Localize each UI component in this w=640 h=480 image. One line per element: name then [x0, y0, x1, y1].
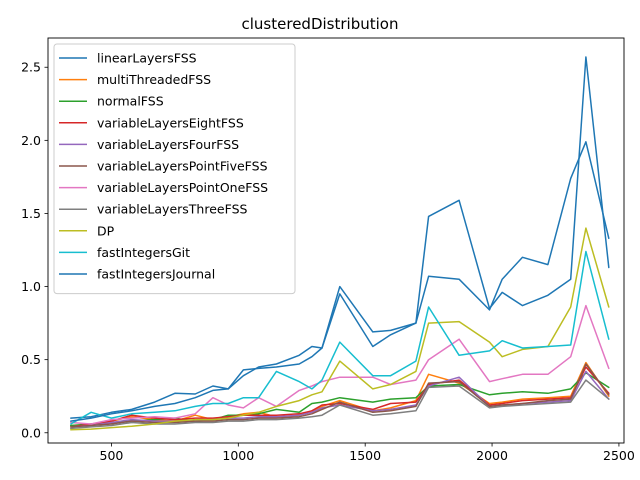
legend-label: variableLayersPointFiveFSS [97, 159, 268, 174]
legend-label: linearLayersFSS [97, 51, 197, 66]
y-axis: 0.0 0.5 1.0 1.5 2.0 2.5 [21, 60, 48, 440]
y-tick-label: 0.0 [21, 425, 41, 440]
series-line-1 [70, 361, 610, 427]
x-tick-label: 1500 [349, 448, 381, 463]
legend-label: variableLayersPointOneFSS [97, 180, 268, 195]
y-tick-label: 1.0 [21, 279, 41, 294]
legend-label: fastIntegersJournal [97, 267, 215, 282]
legend-label: variableLayersThreeFSS [97, 202, 247, 217]
plot-area [70, 56, 610, 431]
legend-label: normalFSS [97, 94, 164, 109]
legend-label: variableLayersFourFSS [97, 137, 239, 152]
chart-title: clusteredDistribution [242, 15, 399, 33]
legend-box [53, 43, 296, 295]
y-tick-label: 1.5 [21, 206, 41, 221]
y-tick-label: 2.0 [21, 133, 41, 148]
legend-label: DP [97, 223, 115, 238]
legend-label: variableLayersEightFSS [97, 115, 244, 130]
series-line-10 [70, 141, 610, 422]
x-tick-label: 2500 [603, 448, 635, 463]
legend: linearLayersFSS multiThreadedFSS normalFSS… [53, 43, 296, 295]
y-tick-label: 2.5 [21, 60, 41, 75]
x-tick-label: 2000 [476, 448, 508, 463]
legend-label: multiThreadedFSS [97, 72, 211, 87]
series-line-8 [70, 227, 610, 431]
x-axis: 500 1000 1500 2000 2500 [100, 443, 635, 463]
series-line-0 [70, 56, 610, 419]
y-tick-label: 0.5 [21, 352, 41, 367]
axes-frame [47, 37, 625, 444]
x-tick-label: 1000 [222, 448, 254, 463]
legend-label: fastIntegersGit [97, 245, 190, 260]
series-line-9 [70, 250, 610, 425]
x-tick-label: 500 [100, 448, 124, 463]
series-line-7 [70, 379, 610, 430]
series-line-3 [70, 366, 610, 428]
